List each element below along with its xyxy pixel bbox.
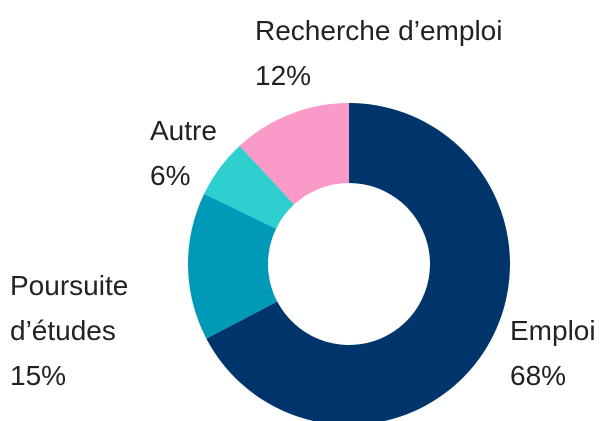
slice-label: Emploi 68%	[510, 308, 610, 398]
slice-label: Poursuite d’études 15%	[10, 263, 150, 398]
value-label: 15%	[10, 360, 67, 391]
category-name: Recherche d’emploi	[255, 15, 503, 46]
category-name: Poursuite d’études	[10, 270, 129, 346]
slice-label: Recherche d’emploi 12%	[255, 8, 555, 98]
donut-segment	[206, 103, 510, 421]
value-label: 68%	[510, 360, 567, 391]
value-label: 6%	[150, 160, 191, 191]
category-name: Emploi	[510, 315, 596, 346]
category-name: Autre	[150, 115, 217, 146]
donut-segment	[187, 193, 278, 339]
value-label: 12%	[255, 60, 312, 91]
donut-segment	[239, 103, 349, 205]
donut-segment	[204, 145, 294, 229]
slice-label: Autre 6%	[150, 108, 250, 198]
